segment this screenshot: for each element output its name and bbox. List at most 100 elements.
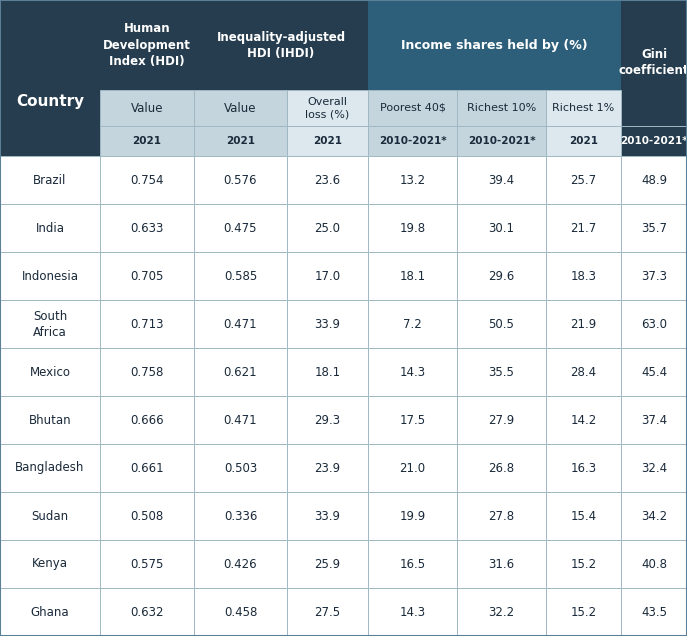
Bar xyxy=(0,252,100,300)
Text: 25.0: 25.0 xyxy=(315,221,341,235)
Text: Income shares held by (%): Income shares held by (%) xyxy=(401,39,588,52)
Bar xyxy=(194,204,287,252)
Bar xyxy=(100,540,194,588)
Bar xyxy=(621,396,687,444)
Text: 33.9: 33.9 xyxy=(315,509,341,523)
Bar xyxy=(368,126,457,156)
Text: 0.632: 0.632 xyxy=(131,605,164,618)
Bar xyxy=(368,444,457,492)
Text: 37.4: 37.4 xyxy=(641,413,667,427)
Text: 0.508: 0.508 xyxy=(131,509,164,523)
Text: 0.754: 0.754 xyxy=(131,174,164,186)
Text: Poorest 40$: Poorest 40$ xyxy=(379,103,445,113)
Bar xyxy=(194,300,287,348)
Bar xyxy=(457,126,546,156)
Bar xyxy=(621,348,687,396)
Bar xyxy=(457,396,546,444)
Bar xyxy=(194,156,287,204)
Bar xyxy=(546,492,621,540)
Text: 0.475: 0.475 xyxy=(224,221,257,235)
Bar xyxy=(457,492,546,540)
Bar xyxy=(0,588,100,636)
Text: 0.503: 0.503 xyxy=(224,462,257,474)
Bar xyxy=(100,588,194,636)
Text: 14.3: 14.3 xyxy=(399,605,425,618)
Text: 45.4: 45.4 xyxy=(641,366,667,378)
Text: 0.336: 0.336 xyxy=(224,509,257,523)
Bar xyxy=(194,540,287,588)
Text: 33.9: 33.9 xyxy=(315,317,341,331)
Bar xyxy=(368,156,457,204)
Text: 27.5: 27.5 xyxy=(315,605,341,618)
Bar xyxy=(287,126,368,156)
Bar xyxy=(100,204,194,252)
Bar xyxy=(287,540,368,588)
Text: Kenya: Kenya xyxy=(32,558,68,570)
Text: Ghana: Ghana xyxy=(31,605,69,618)
Text: Value: Value xyxy=(224,102,257,114)
Bar xyxy=(100,300,194,348)
Bar xyxy=(546,90,621,126)
Bar xyxy=(546,396,621,444)
Bar xyxy=(621,540,687,588)
Bar xyxy=(100,156,194,204)
Bar xyxy=(0,204,100,252)
Bar xyxy=(621,204,687,252)
Bar xyxy=(0,444,100,492)
Bar xyxy=(0,396,100,444)
Text: 31.6: 31.6 xyxy=(488,558,515,570)
Bar xyxy=(546,252,621,300)
Text: Bhutan: Bhutan xyxy=(29,413,71,427)
Bar xyxy=(368,348,457,396)
Bar xyxy=(546,588,621,636)
Bar xyxy=(287,204,368,252)
Text: 21.0: 21.0 xyxy=(399,462,425,474)
Text: Human
Development
Index (HDI): Human Development Index (HDI) xyxy=(103,22,191,67)
Text: 2021: 2021 xyxy=(569,136,598,146)
Text: Gini
coefficient: Gini coefficient xyxy=(619,48,687,78)
Bar xyxy=(457,90,546,126)
Text: 18.1: 18.1 xyxy=(315,366,341,378)
Text: 29.3: 29.3 xyxy=(315,413,341,427)
Bar xyxy=(457,156,546,204)
Text: Mexico: Mexico xyxy=(30,366,71,378)
Bar xyxy=(546,540,621,588)
Text: Overall
loss (%): Overall loss (%) xyxy=(306,97,350,119)
Text: 0.471: 0.471 xyxy=(224,317,258,331)
Bar xyxy=(100,252,194,300)
Text: 35.5: 35.5 xyxy=(488,366,515,378)
Bar xyxy=(194,126,287,156)
Text: South
Africa: South Africa xyxy=(33,310,67,338)
Text: 2021: 2021 xyxy=(226,136,255,146)
Text: India: India xyxy=(36,221,65,235)
Bar xyxy=(100,444,194,492)
Text: 43.5: 43.5 xyxy=(641,605,667,618)
Text: 2021: 2021 xyxy=(313,136,342,146)
Text: 37.3: 37.3 xyxy=(641,270,667,282)
Text: 30.1: 30.1 xyxy=(488,221,515,235)
Text: 0.576: 0.576 xyxy=(224,174,257,186)
Bar xyxy=(457,540,546,588)
Text: Sudan: Sudan xyxy=(32,509,69,523)
Text: 32.2: 32.2 xyxy=(488,605,515,618)
Bar xyxy=(546,444,621,492)
Bar xyxy=(368,396,457,444)
Bar xyxy=(100,126,194,156)
Bar xyxy=(0,348,100,396)
Text: 29.6: 29.6 xyxy=(488,270,515,282)
Text: Country: Country xyxy=(16,94,84,109)
Bar xyxy=(368,90,457,126)
Text: 50.5: 50.5 xyxy=(488,317,515,331)
Text: 0.758: 0.758 xyxy=(131,366,164,378)
Bar xyxy=(287,156,368,204)
Bar xyxy=(621,444,687,492)
Bar xyxy=(287,300,368,348)
Bar xyxy=(368,204,457,252)
Bar xyxy=(287,90,368,126)
Text: 19.8: 19.8 xyxy=(399,221,425,235)
Text: 26.8: 26.8 xyxy=(488,462,515,474)
Text: 0.666: 0.666 xyxy=(131,413,164,427)
Text: 18.1: 18.1 xyxy=(399,270,425,282)
Bar xyxy=(457,444,546,492)
Text: 15.2: 15.2 xyxy=(570,605,596,618)
